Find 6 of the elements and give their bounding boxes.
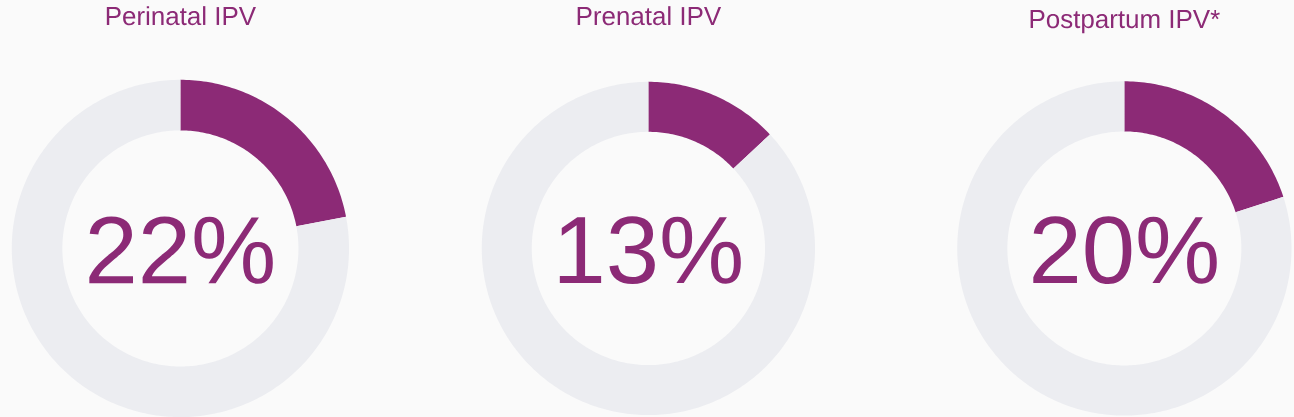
chart-title: Perinatal IPV xyxy=(106,6,256,26)
chart-title: Prenatal IPV xyxy=(577,6,722,26)
text: 20% xyxy=(1033,216,1217,284)
text: 22% xyxy=(89,216,273,284)
chart-title: Postpartum IPV* xyxy=(1030,10,1220,34)
text: 13% xyxy=(559,216,741,284)
